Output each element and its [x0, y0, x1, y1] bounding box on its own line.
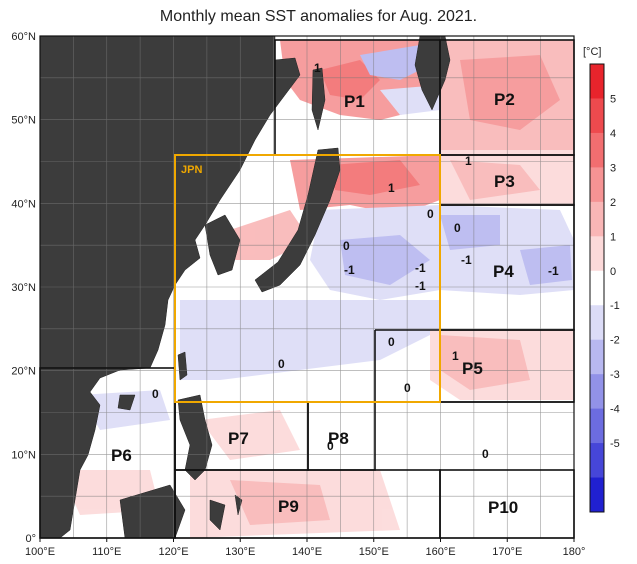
- contour-label: -1: [415, 261, 426, 275]
- contour-label: 1: [388, 181, 395, 195]
- colorbar-frame: [589, 63, 605, 513]
- region-label-p8: P8: [328, 429, 349, 448]
- jpn-label: JPN: [181, 164, 202, 176]
- colorbar-swatch: [590, 132, 604, 168]
- contour-label: 1: [314, 61, 321, 75]
- colorbar-label: -4: [610, 404, 620, 416]
- colorbar-label: -1: [610, 300, 620, 312]
- colorbar-swatch: [590, 477, 604, 513]
- contour-label: -1: [344, 263, 355, 277]
- contour-labels: 1 1 1 0 0 -1 -1 -1 -1 -1 0 0 0 0 1 0 0 0: [152, 61, 559, 461]
- contour-label: 0: [343, 239, 350, 253]
- colorbar-swatch: [590, 408, 604, 444]
- longitude-tick-label: 120°E: [158, 546, 188, 558]
- longitude-tick-label: 110°E: [92, 546, 121, 558]
- longitude-tick-label: 100°E: [25, 546, 55, 558]
- colorbar-unit: [°C]: [583, 46, 601, 58]
- contour-label: 0: [404, 381, 411, 395]
- latitude-tick-label: 30°N: [11, 282, 36, 294]
- graticule: [40, 36, 574, 538]
- latitude-tick-label: 10°N: [11, 449, 36, 461]
- colorbar-label: 0: [610, 266, 616, 278]
- jpn-region-box: [174, 154, 441, 403]
- colorbar-label: -2: [610, 335, 620, 347]
- region-label-p10: P10: [488, 498, 518, 517]
- latitude-tick-label: 40°N: [11, 198, 36, 210]
- longitude-tick-label: 150°E: [359, 546, 389, 558]
- colorbar-swatch: [590, 167, 604, 203]
- latitude-tick-label: 50°N: [11, 115, 36, 127]
- colorbar-swatch: [590, 236, 604, 272]
- longitude-tick-label: 180°: [563, 546, 586, 558]
- colorbar-swatch: [590, 201, 604, 237]
- longitude-tick-labels: 100°E 110°E 120°E 130°E 140°E 150°E 160°E 170°E…: [25, 538, 585, 558]
- longitude-tick-label: 160°E: [425, 546, 455, 558]
- contour-label: 0: [327, 439, 334, 453]
- colorbar-swatch: [590, 98, 604, 134]
- colorbar-label: 1: [610, 231, 616, 243]
- colorbar-swatch: [590, 64, 604, 99]
- contour-label: 0: [278, 357, 285, 371]
- contour-label: -1: [461, 253, 472, 267]
- contour-label: -1: [415, 279, 426, 293]
- colorbar-swatch: [590, 339, 604, 375]
- colorbar-label: 5: [610, 93, 616, 105]
- longitude-tick-label: 130°E: [225, 546, 255, 558]
- colorbar-swatch: [590, 443, 604, 479]
- region-label-p4: P4: [493, 262, 514, 281]
- colorbar-label: 4: [610, 128, 616, 140]
- contour-label: 0: [152, 387, 159, 401]
- latitude-tick-labels: 0° 10°N 20°N 30°N 40°N 50°N 60°N: [11, 31, 36, 545]
- region-label-p2: P2: [494, 90, 515, 109]
- contour-label: 0: [454, 221, 461, 235]
- colorbar-label: 3: [610, 162, 616, 174]
- colorbar-labels: 5 4 3 2 1 0 -1 -2 -3 -4 -5: [610, 93, 620, 450]
- contour-label: 1: [452, 349, 459, 363]
- colorbar-label: -3: [610, 369, 620, 381]
- region-label-p3: P3: [494, 172, 515, 191]
- longitude-tick-label: 140°E: [292, 546, 322, 558]
- region-label-p9: P9: [278, 497, 299, 516]
- region-label-p1: P1: [344, 92, 365, 111]
- contour-label: 1: [465, 154, 472, 168]
- map-title: Monthly mean SST anomalies for Aug. 2021…: [159, 8, 478, 25]
- colorbar-label: 2: [610, 197, 616, 209]
- region-labels: P1 P2 P3 P4 P5 P6 P7 P8 P9 P10: [111, 90, 518, 517]
- colorbar-swatch: [590, 374, 604, 410]
- region-label-p7: P7: [228, 429, 249, 448]
- region-label-p6: P6: [111, 446, 132, 465]
- colorbar-swatch: [590, 305, 604, 341]
- anomaly-shading: [60, 40, 574, 538]
- colorbar-swatch: [590, 270, 604, 306]
- contour-label: 0: [482, 447, 489, 461]
- contour-label: -1: [548, 264, 559, 278]
- latitude-tick-label: 0°: [25, 533, 36, 545]
- latitude-tick-label: 20°N: [11, 366, 36, 378]
- longitude-tick-label: 170°E: [492, 546, 522, 558]
- region-label-p5: P5: [462, 359, 483, 378]
- colorbar: [589, 63, 605, 513]
- colorbar-label: -5: [610, 438, 620, 450]
- contour-label: 0: [388, 335, 395, 349]
- latitude-tick-label: 60°N: [11, 31, 36, 43]
- contour-label: 0: [427, 207, 434, 221]
